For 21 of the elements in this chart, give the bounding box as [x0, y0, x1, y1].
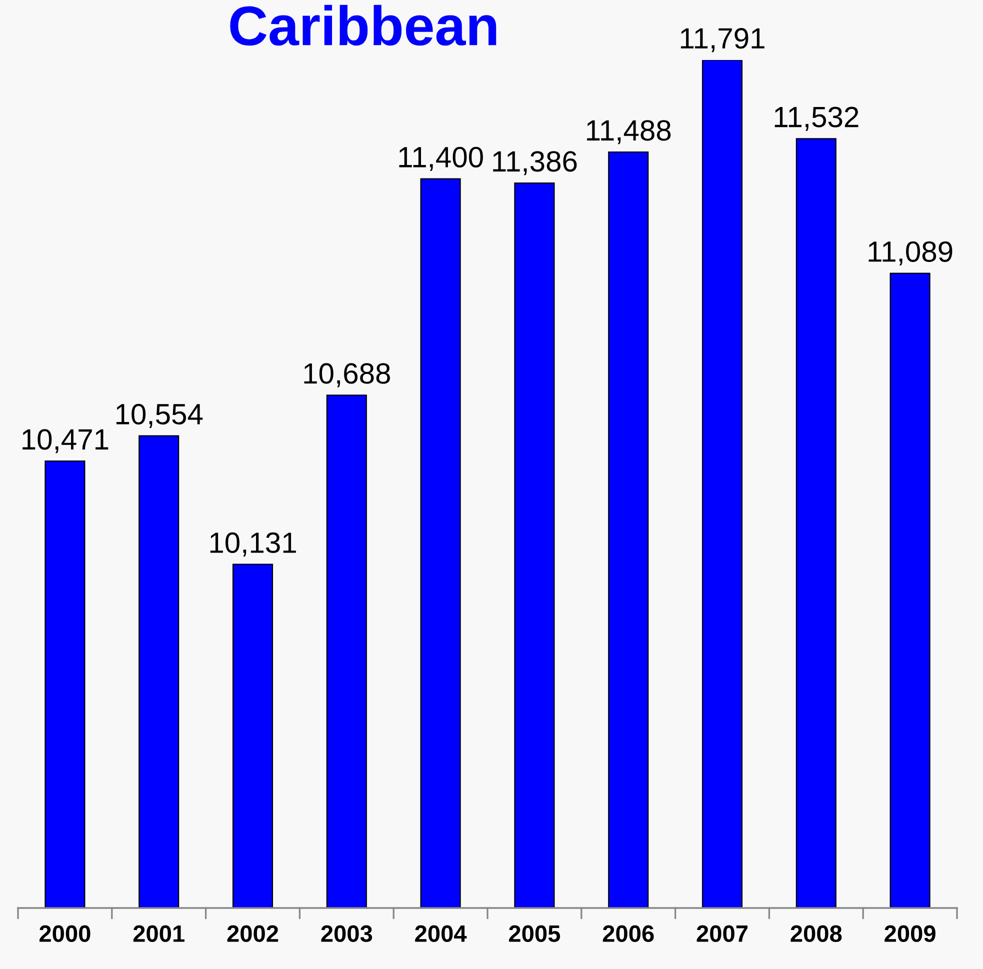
x-tick-label: 2000	[40, 925, 90, 942]
x-tick-label: 2005	[509, 925, 560, 942]
data-label: 10,554	[116, 404, 203, 428]
data-label: 11,089	[868, 241, 952, 266]
data-label: 10,688	[304, 363, 390, 388]
x-tick-label: 2008	[790, 925, 842, 942]
x-tick-label: 2001	[133, 925, 184, 942]
data-label: 11,791	[680, 28, 764, 52]
data-label: 11,532	[774, 106, 858, 131]
x-tick-label: 2004	[415, 925, 467, 942]
chart-title: Caribbean	[230, 4, 496, 46]
data-label: 11,400	[399, 146, 483, 171]
x-tick-label: 2006	[602, 925, 654, 942]
x-tick-label: 2009	[884, 925, 936, 942]
data-label: 10,131	[210, 532, 296, 556]
x-tick-label: 2003	[321, 925, 372, 942]
data-label: 11,488	[587, 120, 671, 144]
data-label: 11,386	[493, 151, 577, 176]
data-label: 10,471	[22, 429, 108, 454]
x-tick-label: 2007	[696, 925, 748, 942]
x-tick-label: 2002	[227, 925, 278, 942]
